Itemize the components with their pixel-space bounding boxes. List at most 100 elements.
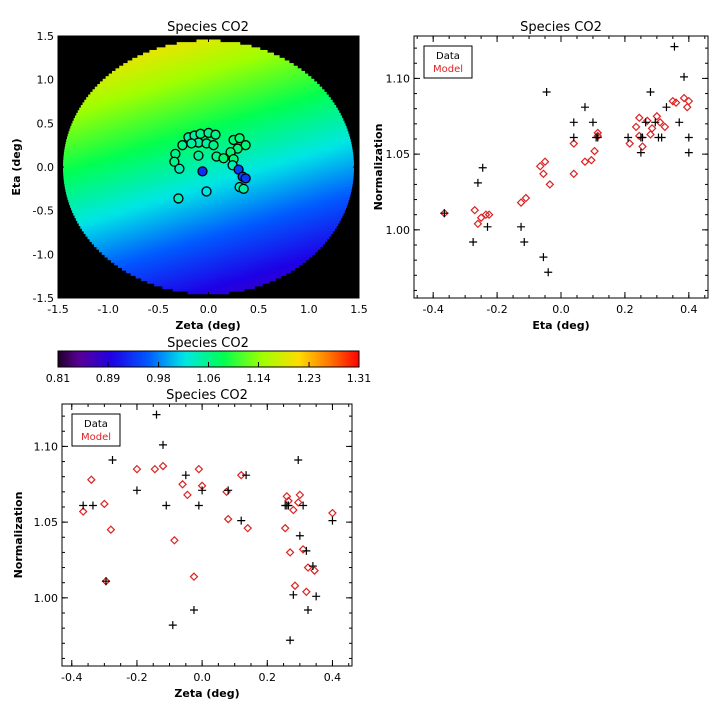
zeta-data-point	[294, 456, 303, 465]
map-point	[240, 173, 251, 184]
map-field-row	[127, 60, 290, 64]
map-field-row	[74, 215, 343, 219]
map-y-tick-label: 1.0	[37, 74, 55, 87]
map-point	[193, 150, 204, 161]
zeta-data-point	[286, 636, 295, 645]
zeta-data-point	[304, 605, 313, 614]
colorbar-tick-label: 0.81	[46, 372, 71, 385]
zeta-x-tick-label: 0.4	[324, 671, 342, 684]
map-field-row	[70, 204, 347, 208]
eta-data-point	[580, 103, 589, 112]
map-field-row	[63, 173, 354, 177]
eta-y-label: Normalization	[372, 124, 385, 211]
colorbar-ticks: 0.81 0.89 0.98 1.06 1.14 1.23 1.31	[46, 362, 371, 385]
eta-data-point	[593, 133, 602, 142]
map-field-row	[105, 76, 312, 80]
zeta-model-point	[170, 535, 179, 545]
zeta-data-point	[132, 486, 141, 495]
zeta-model-point	[243, 523, 253, 533]
eta-model-point	[638, 142, 647, 151]
eta-model-point	[634, 131, 644, 141]
zeta-x-tick-label: -0.2	[126, 671, 147, 684]
map-point	[197, 166, 208, 177]
eta-data-point	[662, 103, 671, 112]
eta-model-point	[521, 193, 531, 203]
eta-data-point	[624, 133, 633, 142]
eta-y-axis: 1.00 1.05 1.10	[386, 47, 708, 291]
zeta-data-point	[108, 456, 117, 465]
zeta-x-axis: -0.4 -0.2 0.0 0.2 0.4	[61, 404, 350, 684]
eta-data-point	[539, 253, 548, 262]
map-field-row	[119, 65, 298, 69]
zeta-y-tick-label: 1.05	[34, 516, 59, 529]
eta-model-point	[545, 180, 555, 189]
eta-model-point	[631, 122, 641, 132]
eta-legend-model: Model	[433, 64, 463, 75]
zeta-model-point	[293, 498, 303, 507]
eta-data-point	[569, 118, 578, 127]
map-field-row	[67, 196, 350, 200]
map-y-tick-label: -1.5	[33, 292, 54, 305]
eta-model-point	[647, 124, 657, 133]
zeta-model-point	[178, 479, 187, 489]
eta-legend-data: Data	[436, 51, 460, 62]
zeta-data-points	[78, 410, 337, 645]
zeta-model-point	[310, 566, 319, 575]
map-color-field	[63, 39, 354, 295]
eta-data-points	[440, 42, 694, 277]
eta-model-point	[625, 139, 635, 148]
map-y-tick-label: 0.5	[37, 117, 55, 130]
zeta-model-point	[285, 548, 295, 557]
map-field-row	[72, 120, 345, 124]
map-field-row	[102, 78, 315, 83]
map-point	[169, 156, 180, 167]
map-field-row	[63, 152, 354, 156]
zeta-legend-box	[71, 413, 121, 447]
map-title: Species CO2	[167, 20, 249, 35]
zeta-data-point	[168, 621, 177, 630]
eta-model-point	[484, 210, 494, 220]
map-field-row	[63, 175, 354, 179]
zeta-model-point	[290, 581, 300, 591]
map-field-row	[63, 167, 354, 172]
map-field-row	[74, 115, 343, 119]
zeta-model-point	[86, 475, 96, 485]
zeta-data-point	[295, 531, 304, 540]
map-field-row	[63, 162, 354, 166]
map-field-row	[77, 220, 340, 224]
map-field-row	[68, 199, 349, 203]
zeta-data-point	[308, 562, 317, 571]
map-field-row	[154, 283, 263, 287]
eta-y-tick-label: 1.00	[386, 224, 411, 237]
eta-data-point	[657, 133, 666, 142]
map-field-row	[114, 262, 303, 266]
eta-data-point	[473, 178, 482, 187]
map-field-row	[63, 154, 354, 158]
eta-model-point	[642, 116, 652, 126]
map-field-row	[147, 280, 270, 284]
zeta-model-point	[189, 572, 199, 581]
eta-x-tick-label: 0.0	[552, 303, 570, 316]
map-point	[186, 138, 197, 149]
eta-data-point	[588, 118, 597, 127]
eta-model-point	[671, 98, 681, 107]
zeta-model-point	[106, 525, 116, 535]
map-x-tick-label: -0.5	[148, 303, 169, 316]
map-field-row	[76, 112, 341, 117]
zeta-data-point	[312, 592, 321, 601]
zeta-x-tick-label: 0.0	[193, 671, 211, 684]
eta-model-point	[587, 155, 596, 165]
zeta-legend-model: Model	[81, 432, 111, 443]
zeta-data-point	[88, 501, 97, 510]
map-field-row	[108, 73, 309, 77]
eta-x-tick-label: -0.2	[486, 303, 507, 316]
zeta-model-point	[298, 545, 308, 554]
map-field-row	[71, 207, 346, 211]
eta-model-point	[481, 210, 491, 220]
zeta-data-point	[237, 516, 246, 525]
zeta-data-point	[79, 501, 88, 510]
map-field-row	[135, 275, 282, 279]
map-point	[234, 133, 245, 144]
eta-data-point	[636, 148, 645, 157]
colorbar-tick-label: 1.23	[297, 372, 322, 385]
